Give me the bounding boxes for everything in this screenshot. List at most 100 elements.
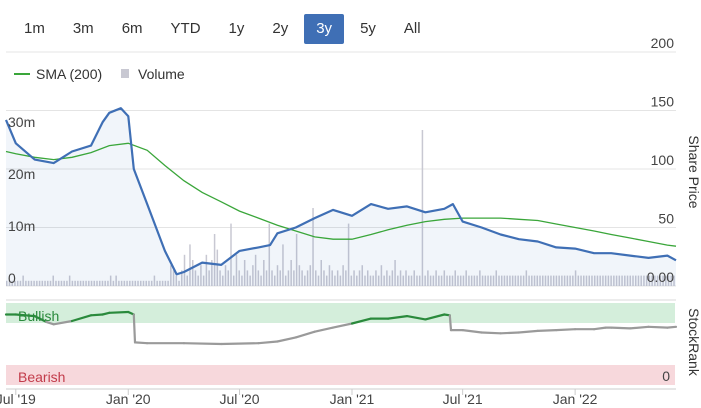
volume-bar	[566, 275, 569, 286]
volume-bar	[345, 270, 347, 286]
legend-sma-label: SMA (200)	[36, 66, 102, 82]
volume-bar	[610, 275, 612, 286]
volume-bar	[591, 275, 593, 286]
volume-bar	[645, 275, 648, 286]
volume-bar	[651, 275, 653, 286]
volume-bar	[6, 280, 8, 286]
volume-bar	[11, 280, 13, 286]
stockrank-axis-title: StockRank	[686, 308, 701, 377]
volume-bar	[200, 265, 202, 286]
volume-bar	[271, 270, 273, 286]
volume-bar	[186, 275, 188, 286]
volume-bar	[624, 275, 626, 286]
volume-bar	[109, 275, 112, 286]
range-button-1m[interactable]: 1m	[24, 20, 45, 37]
volume-bar	[539, 275, 541, 286]
range-button-all[interactable]: All	[403, 20, 421, 37]
volume-bar	[602, 275, 604, 286]
volume-bar	[604, 275, 607, 286]
volume-bar	[19, 280, 22, 286]
volume-bar	[268, 223, 271, 286]
volume-bar	[481, 275, 484, 286]
volume-bar	[662, 275, 664, 286]
volume-bar	[276, 265, 279, 286]
volume-bar	[156, 280, 158, 286]
stockrank-segment	[555, 328, 577, 332]
volume-bar	[22, 275, 24, 286]
x-tick-label: Jul '20	[220, 391, 260, 407]
volume-bar	[161, 280, 164, 286]
volume-bar	[648, 275, 651, 286]
volume-bars	[6, 130, 675, 286]
volume-bar	[282, 244, 284, 286]
stockrank-segment	[480, 331, 502, 335]
legend-volume-label: Volume	[138, 66, 185, 82]
volume-bar	[284, 275, 287, 286]
volume-bar	[375, 270, 377, 286]
volume-bar	[328, 265, 331, 286]
volume-bar	[183, 254, 186, 286]
stockrank-segment	[610, 326, 632, 330]
volume-bar	[468, 275, 470, 286]
volume-bar	[172, 270, 175, 286]
range-button-5y[interactable]: 5y	[360, 20, 376, 37]
volume-bar	[298, 265, 301, 286]
volume-bar	[429, 275, 432, 286]
volume-bar	[181, 270, 183, 286]
volume-bar	[30, 280, 33, 286]
range-button-ytd[interactable]: YTD	[170, 20, 201, 37]
volume-bar	[14, 280, 16, 286]
volume-bar	[424, 275, 426, 286]
range-button-1y[interactable]: 1y	[228, 20, 245, 37]
volume-bar	[131, 280, 134, 286]
volume-bar	[101, 280, 104, 286]
volume-bar	[615, 275, 618, 286]
volume-bar	[356, 275, 358, 286]
range-button-2y[interactable]: 2y	[272, 20, 289, 37]
volume-bar	[473, 275, 476, 286]
volume-bar	[440, 275, 443, 286]
volume-bar	[490, 275, 492, 286]
volume-bar	[145, 280, 147, 286]
volume-bar	[90, 280, 93, 286]
stockrank-segment	[536, 329, 558, 332]
stockrank-segment	[629, 325, 650, 330]
volume-bar	[153, 275, 156, 286]
volume-bar	[77, 280, 79, 286]
share-price-axis-title: Share Price	[686, 135, 701, 208]
range-button-6m[interactable]: 6m	[121, 20, 143, 37]
volume-bar	[386, 270, 388, 286]
volume-bar	[38, 280, 41, 286]
stockrank-segment	[101, 311, 111, 316]
volume-bar	[265, 270, 268, 286]
volume-bar	[334, 275, 336, 286]
x-tick-label: Jul '21	[443, 391, 483, 407]
volume-bar	[413, 270, 415, 286]
volume-bar	[394, 260, 396, 286]
x-tick-label: Jan '22	[553, 391, 598, 407]
volume-bar	[301, 270, 303, 286]
volume-bar	[372, 275, 374, 286]
volume-bar	[443, 270, 446, 286]
volume-bar	[399, 270, 402, 286]
volume-bar	[446, 275, 448, 286]
volume-bar	[634, 275, 637, 286]
range-button-3y[interactable]: 3y	[304, 14, 345, 44]
volume-bar	[331, 270, 333, 286]
volume-bar	[427, 270, 429, 286]
volume-bar	[607, 275, 610, 286]
volume-bar	[599, 275, 601, 286]
volume-bar	[295, 234, 298, 286]
volume-bar	[96, 280, 98, 286]
volume-bar	[418, 275, 421, 286]
volume-bar	[673, 275, 675, 286]
volume-bar	[33, 280, 35, 286]
volume-bar	[41, 280, 44, 286]
volume-bar	[191, 260, 194, 286]
volume-bar	[361, 265, 364, 286]
volume-bar	[293, 270, 295, 286]
range-button-3m[interactable]: 3m	[72, 20, 94, 37]
x-axis-ticks: Jul '19 Jan '20 Jul '20 Jan '21 Jul '21 Jan '…	[0, 389, 598, 407]
volume-bar	[150, 280, 153, 286]
volume-bar	[216, 249, 219, 286]
